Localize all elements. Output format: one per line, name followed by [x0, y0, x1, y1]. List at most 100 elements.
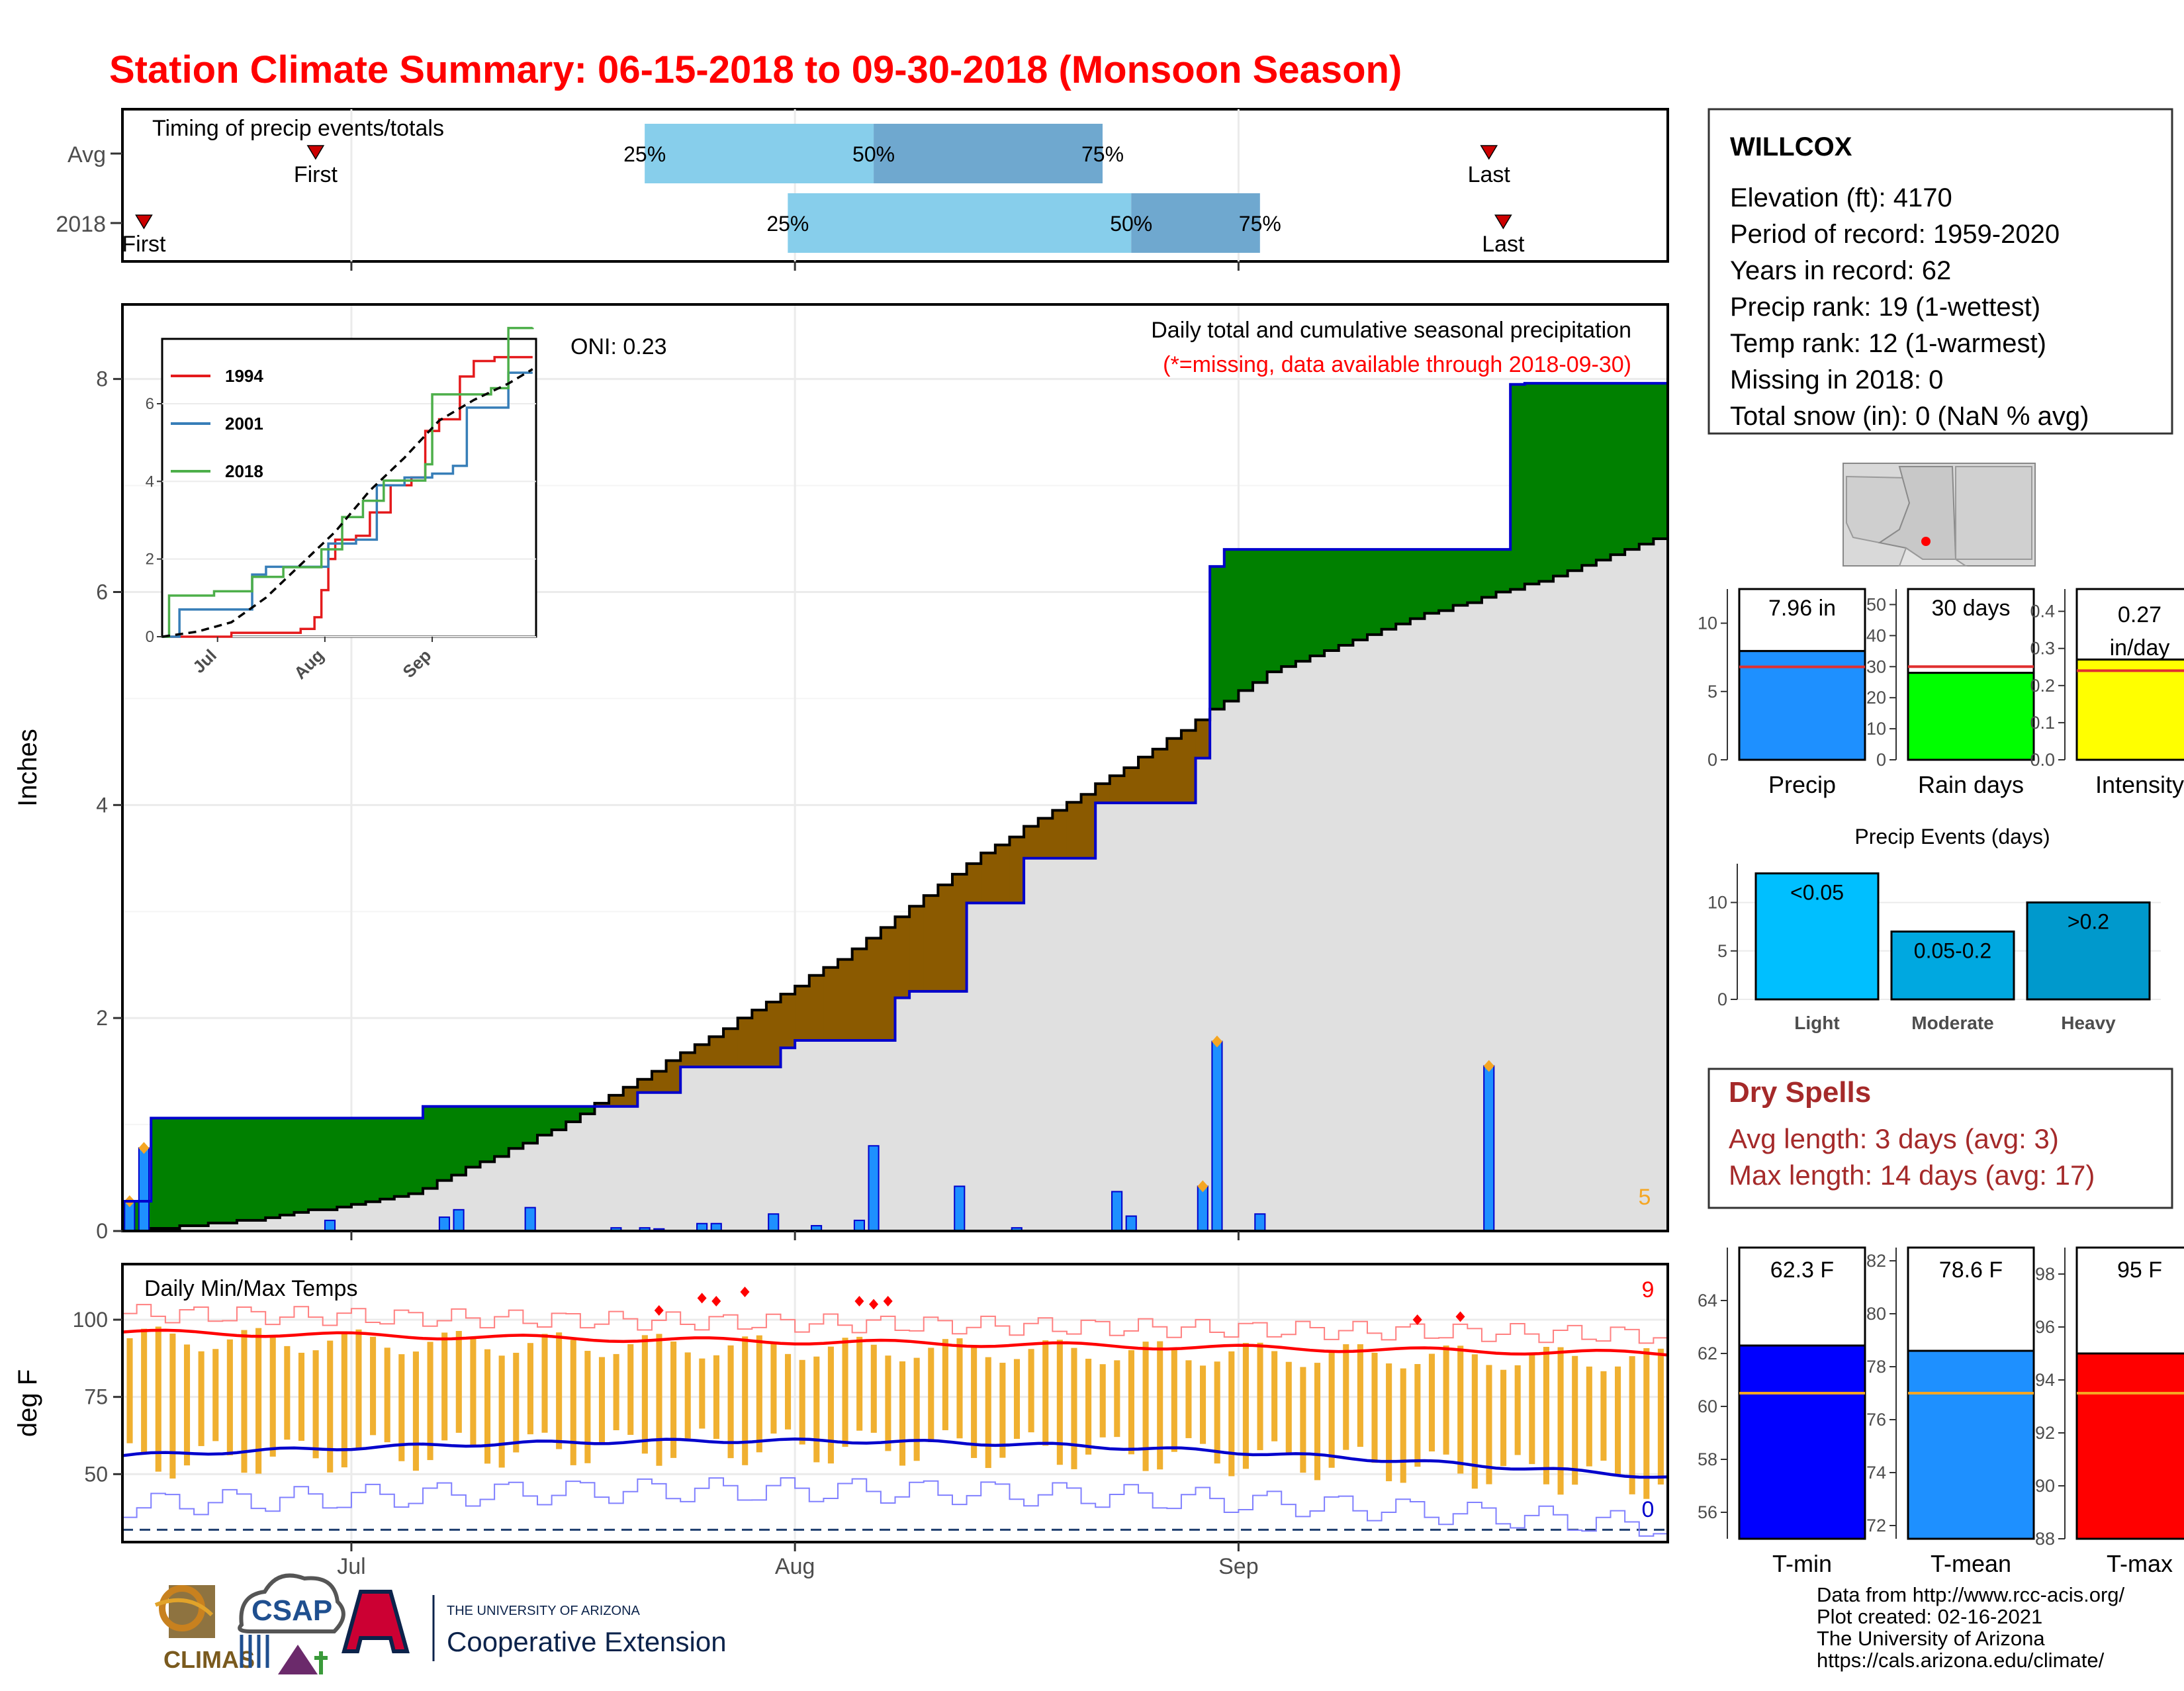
station-line: Precip rank: 19 (1-wettest) — [1730, 293, 2040, 322]
above-normal-area — [337, 1118, 352, 1207]
below-normal-area — [966, 863, 981, 903]
daily-temp-bar — [183, 1344, 191, 1466]
above-normal-area — [1596, 383, 1612, 561]
daily-temp-bar — [1300, 1367, 1306, 1473]
daily-precip-bar — [438, 1216, 451, 1232]
x-tick-label: Aug — [775, 1554, 815, 1579]
station-location-dot — [1921, 537, 1931, 546]
inset-ytick-label: 0 — [146, 628, 154, 646]
daily-temp-bar — [1371, 1352, 1378, 1463]
avg-max-line — [122, 1328, 1668, 1357]
daily-temp-bar — [1471, 1354, 1478, 1489]
climas-logo: CLIMAS — [154, 1585, 255, 1673]
precip-ytick-label: 6 — [96, 580, 108, 604]
below-normal-area — [1138, 756, 1154, 803]
daily-temp-bar — [1099, 1364, 1106, 1438]
below-normal-area — [766, 1002, 782, 1068]
below-normal-area — [609, 1095, 624, 1107]
daily-temp-bar — [513, 1352, 520, 1453]
chart-title: Station Climate Summary: 06-15-2018 to 0… — [109, 48, 1402, 91]
timing-label: Timing of precip events/totals — [152, 116, 444, 141]
station-info: WILLCOX Elevation (ft): 4170 Period of re… — [1707, 108, 2173, 435]
precip-areas — [122, 383, 1668, 1232]
cumulative-lines — [122, 382, 1668, 1232]
events-bar-label: Heavy — [2061, 1013, 2116, 1033]
timing-last-label: Last — [1468, 162, 1511, 187]
timing-p25-label: 25% — [623, 142, 666, 166]
ua-top-text: THE UNIVERSITY OF ARIZONA — [447, 1604, 641, 1618]
daily-temp-bar — [412, 1351, 419, 1471]
daily-temp-bar — [1572, 1355, 1578, 1485]
above-normal-area — [1310, 549, 1325, 657]
tempbar-t-max-bar — [2075, 1352, 2184, 1540]
extreme-precip-marker — [1211, 1035, 1222, 1048]
above-normal-area — [1496, 549, 1511, 592]
daily-temp-bar — [913, 1357, 920, 1461]
daily-temp-bar — [1486, 1365, 1492, 1485]
daily-precip-bar — [1197, 1185, 1208, 1232]
above-normal-area — [1453, 549, 1468, 606]
daily-temp-bar — [141, 1328, 148, 1453]
daily-temp-bar — [727, 1345, 734, 1459]
summary-precip-ytick-label: 5 — [1707, 682, 1717, 702]
credit-line: https://cals.arizona.edu/climate/ — [1817, 1649, 2105, 1672]
tempbar-t-max-ytick-label: 94 — [2035, 1370, 2055, 1390]
summary-precip-label: Precip — [1768, 771, 1836, 798]
daily-temp-bar — [1643, 1348, 1650, 1499]
below-normal-area — [838, 959, 853, 1040]
daily-temp-bar — [1414, 1363, 1421, 1467]
daily-temp-bar — [1185, 1360, 1192, 1438]
daily-precip-bar — [1211, 1040, 1223, 1232]
tempbar-t-min-value-box — [1738, 1246, 1866, 1347]
daily-temp-bar — [1600, 1371, 1607, 1461]
record-min-line — [122, 1477, 1668, 1537]
daily-temp-bar — [1271, 1351, 1278, 1441]
above-normal-area — [165, 1118, 180, 1228]
below-normal-area — [1052, 810, 1068, 858]
daily-temp-bar — [1114, 1360, 1120, 1438]
above-normal-area — [1281, 549, 1297, 667]
daily-temp-bar — [1214, 1361, 1220, 1464]
below-normal-area — [1167, 738, 1182, 803]
daily-temp-bar — [398, 1354, 405, 1461]
x-tick-label: Sep — [1218, 1554, 1259, 1579]
summary-intensity-ytick-label: 0.0 — [2030, 750, 2055, 770]
summary-rain-days-ytick-label: 20 — [1866, 688, 1886, 708]
daily-temp-bar — [498, 1355, 505, 1468]
below-normal-area — [623, 1087, 638, 1107]
daily-temp-bar — [1228, 1351, 1235, 1477]
daily-temp-bar — [226, 1339, 233, 1455]
above-normal-area — [494, 1106, 510, 1157]
record-temp-marker — [654, 1305, 664, 1316]
daily-temp-bar — [1142, 1342, 1149, 1471]
above-normal-area — [1224, 549, 1239, 702]
daily-temp-bar — [670, 1341, 677, 1458]
above-normal-area — [1639, 383, 1654, 545]
timing-bar-50-75 — [1131, 193, 1260, 253]
daily-temp-bar — [1529, 1355, 1535, 1465]
x-tick-label: Jul — [337, 1554, 365, 1579]
above-normal-area — [1653, 383, 1668, 539]
avg-min-line — [122, 1437, 1668, 1479]
below-normal-area — [1009, 837, 1024, 903]
tempbar-t-min-ytick-label: 60 — [1698, 1396, 1717, 1416]
below-normal-area — [737, 1018, 752, 1068]
credit-line: The University of Arizona — [1817, 1627, 2045, 1650]
inset-line-2018 — [162, 326, 534, 638]
below-normal-area — [723, 1028, 739, 1068]
below-normal-area — [938, 885, 953, 991]
timing-first-label: First — [122, 232, 166, 257]
precip-ylabel: Inches — [13, 729, 42, 807]
above-normal-area — [322, 1118, 338, 1210]
timing-last-marker — [1480, 145, 1498, 160]
tempbar-t-mean-value: 78.6 F — [1939, 1257, 2003, 1283]
above-normal-area — [1338, 549, 1353, 645]
inset-ytick-label: 4 — [146, 473, 154, 490]
record-temp-marker — [854, 1296, 864, 1306]
station-line: Temp rank: 12 (1-warmest) — [1730, 329, 2046, 358]
footer: CLIMAS CSAP THE UNIVERSITY OF ARIZONA Co… — [154, 1573, 2125, 1674]
daily-temp-bar — [1386, 1363, 1392, 1482]
below-normal-area — [1081, 794, 1096, 858]
daily-temp-bar — [742, 1336, 749, 1465]
